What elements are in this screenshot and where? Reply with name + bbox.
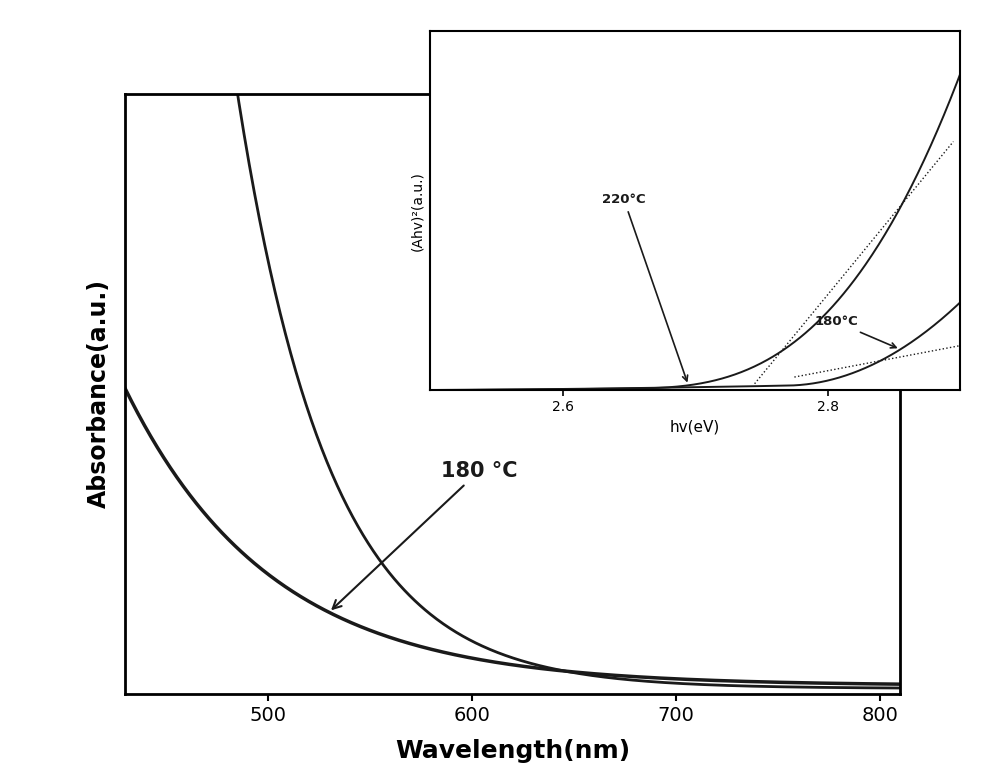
Text: 180°C: 180°C — [814, 315, 896, 348]
Text: 180 °C: 180 °C — [333, 461, 518, 608]
Text: 220°C: 220°C — [602, 193, 688, 381]
X-axis label: hv(eV): hv(eV) — [670, 420, 720, 435]
X-axis label: Wavelength(nm): Wavelength(nm) — [395, 739, 630, 763]
Text: 220 °C: 220 °C — [0, 779, 1, 780]
Y-axis label: Absorbance(a.u.): Absorbance(a.u.) — [87, 279, 111, 509]
Y-axis label: (Ahv)²(a.u.): (Ahv)²(a.u.) — [410, 171, 424, 250]
